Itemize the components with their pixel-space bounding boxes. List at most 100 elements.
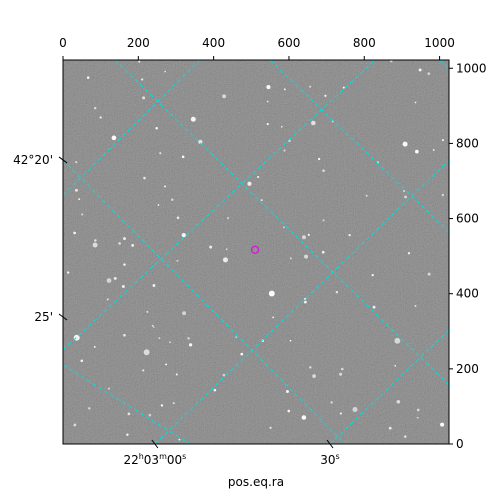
star [175, 373, 178, 376]
star [402, 189, 406, 193]
star [127, 412, 131, 416]
star [416, 408, 420, 412]
star [107, 387, 110, 390]
star [321, 250, 325, 254]
star [80, 359, 84, 363]
star [93, 345, 96, 348]
star [74, 188, 78, 192]
star [142, 369, 145, 372]
star [427, 272, 431, 276]
star [223, 257, 228, 263]
star [394, 365, 397, 367]
star [260, 199, 263, 202]
star [190, 116, 196, 122]
y-tick-label: 1000 [456, 61, 487, 75]
star [301, 235, 306, 240]
star [309, 366, 312, 369]
star [266, 123, 269, 126]
star [188, 343, 193, 347]
star [415, 149, 419, 154]
grid-line [114, 60, 449, 386]
star [158, 337, 161, 340]
star [388, 426, 392, 430]
star [123, 237, 126, 241]
y-tick-label: 800 [456, 136, 479, 150]
star [141, 78, 144, 81]
star [111, 135, 117, 141]
star [322, 219, 325, 222]
star [178, 438, 181, 441]
grid-line [269, 60, 449, 233]
star [301, 415, 307, 420]
star [352, 406, 358, 412]
star [247, 181, 252, 186]
star [235, 336, 238, 339]
stars [66, 60, 445, 441]
star [227, 217, 230, 220]
star [240, 352, 244, 356]
star [407, 252, 411, 255]
star [441, 138, 445, 142]
star [88, 407, 91, 410]
star [164, 70, 167, 73]
star [94, 239, 97, 242]
star [222, 373, 226, 377]
y-tick-label: 0 [456, 437, 464, 451]
star [78, 198, 81, 201]
star [311, 120, 316, 126]
star [404, 195, 408, 199]
star [414, 305, 417, 308]
x-axis-label: pos.eq.ra [228, 475, 284, 489]
star [440, 422, 445, 427]
star [339, 412, 342, 415]
dec-tick [58, 313, 68, 321]
star [113, 276, 117, 280]
star [176, 259, 179, 262]
star [151, 324, 154, 327]
grid-line [154, 159, 449, 444]
star [86, 76, 90, 79]
star [143, 176, 146, 180]
star [257, 176, 260, 179]
star [152, 326, 155, 328]
star [285, 389, 289, 393]
star [272, 316, 275, 319]
y-tick-label: 200 [456, 362, 479, 376]
star [143, 349, 150, 356]
x-tick-label: 400 [202, 36, 225, 50]
star [121, 285, 125, 288]
star [389, 60, 393, 63]
image-noise [63, 60, 449, 444]
star [169, 341, 171, 344]
star [335, 290, 339, 294]
x-tick-label: 0 [59, 36, 67, 50]
star [142, 96, 146, 100]
star [152, 284, 156, 287]
star [160, 404, 164, 407]
star [372, 305, 376, 309]
star [222, 94, 227, 99]
star [106, 278, 112, 283]
ra-tick-label: 30s [320, 452, 339, 467]
star [309, 85, 312, 88]
star [268, 290, 275, 297]
target-marker [250, 245, 260, 254]
x-tick-label: 600 [277, 36, 300, 50]
star [402, 141, 408, 147]
star [441, 193, 445, 197]
star [182, 311, 187, 316]
x-tick-label: 200 [127, 36, 150, 50]
dec-tick-label: 25' [34, 310, 53, 324]
dec-tick-label: 42°20' [13, 153, 53, 167]
star [73, 231, 76, 235]
star [75, 161, 78, 164]
star [138, 60, 141, 63]
star [289, 339, 292, 342]
star [126, 433, 129, 436]
star [304, 300, 307, 304]
star [198, 139, 203, 145]
star [181, 155, 185, 159]
star [348, 233, 351, 237]
star [330, 401, 333, 404]
star [280, 125, 283, 128]
